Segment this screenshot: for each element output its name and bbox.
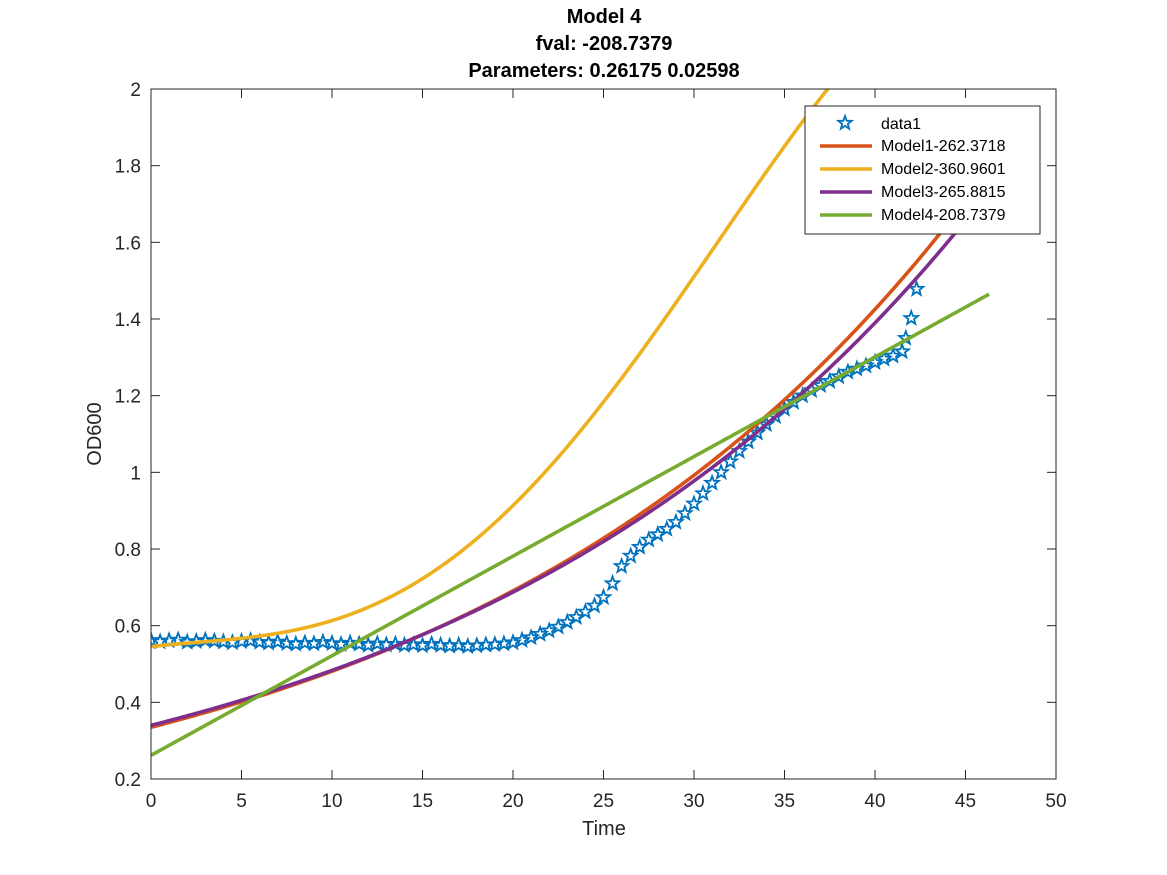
x-tick-label: 45 bbox=[955, 791, 976, 812]
y-tick-label: 1 bbox=[130, 463, 141, 484]
data-point bbox=[449, 635, 468, 654]
title-line-3: Parameters: 0.26175 0.02598 bbox=[468, 60, 739, 82]
x-tick-label: 25 bbox=[593, 791, 614, 812]
x-tick-label: 0 bbox=[146, 791, 157, 812]
legend-label: Model3-265.8815 bbox=[881, 184, 1006, 201]
data-point bbox=[603, 573, 622, 592]
x-axis-label: Time bbox=[582, 818, 626, 840]
data-point bbox=[521, 628, 541, 646]
legend[interactable]: data1 Model1-262.3718 Model2-360.9601 Mo… bbox=[804, 105, 1041, 235]
chart-title: Model 4 fval: -208.7379 Parameters: 0.26… bbox=[468, 6, 739, 82]
data-point bbox=[675, 503, 695, 522]
legend-entry-model1: Model1-262.3718 bbox=[820, 138, 1006, 155]
axes-box bbox=[150, 88, 1057, 780]
x-tick-label: 35 bbox=[774, 791, 795, 812]
data-point bbox=[901, 308, 921, 327]
title-line-2: fval: -208.7379 bbox=[536, 33, 673, 55]
y-tick-label: 1.8 bbox=[115, 157, 141, 178]
y-axis-label: OD600 bbox=[84, 402, 106, 465]
y-tick-labels: 0.2 0.4 0.6 0.8 1 1.2 1.4 1.6 1.8 2 bbox=[115, 80, 142, 791]
y-tick-label: 0.4 bbox=[115, 693, 142, 714]
y-tick-label: 2 bbox=[130, 80, 141, 101]
y-tick-label: 1.4 bbox=[115, 310, 142, 331]
legend-label: Model2-360.9601 bbox=[881, 161, 1006, 178]
data-point bbox=[539, 621, 559, 639]
y-tick-label: 1.6 bbox=[115, 233, 141, 254]
legend-label: Model4-208.7379 bbox=[881, 207, 1006, 224]
data-point bbox=[530, 624, 550, 642]
legend-entries: data1 Model1-262.3718 Model2-360.9601 Mo… bbox=[820, 113, 1006, 224]
data-point bbox=[151, 630, 161, 649]
data-point bbox=[907, 279, 926, 297]
x-tick-label: 50 bbox=[1045, 791, 1066, 812]
data-point bbox=[893, 342, 912, 360]
legend-entry-model2: Model2-360.9601 bbox=[820, 161, 1006, 178]
x-tick-labels: 0 5 10 15 20 25 30 35 40 45 50 bbox=[146, 791, 1067, 812]
data-point bbox=[422, 634, 441, 652]
x-tick-label: 5 bbox=[236, 791, 247, 812]
legend-entry-model4: Model4-208.7379 bbox=[820, 207, 1006, 224]
data-point bbox=[612, 556, 631, 575]
title-line-1: Model 4 bbox=[567, 6, 642, 28]
y-tick-label: 0.8 bbox=[115, 540, 141, 561]
series-line-model3 bbox=[151, 207, 976, 728]
data-point bbox=[693, 483, 713, 502]
data-point bbox=[322, 633, 342, 652]
data-point bbox=[711, 462, 731, 481]
x-tick-label: 30 bbox=[683, 791, 704, 812]
data-point bbox=[883, 346, 903, 364]
legend-star-marker bbox=[835, 113, 855, 131]
legend-entry-data1: data1 bbox=[835, 113, 921, 133]
data-point bbox=[313, 632, 333, 650]
data-point bbox=[684, 494, 704, 512]
data-point bbox=[268, 632, 287, 650]
y-tick-label: 1.2 bbox=[115, 387, 141, 408]
legend-label: data1 bbox=[881, 116, 921, 133]
x-tick-label: 40 bbox=[864, 791, 885, 812]
data-point bbox=[594, 587, 613, 606]
y-tick-label: 0.6 bbox=[115, 617, 141, 638]
legend-entry-model3: Model3-265.8815 bbox=[820, 184, 1006, 201]
legend-label: Model1-262.3718 bbox=[881, 138, 1006, 155]
x-tick-label: 20 bbox=[502, 791, 523, 812]
series-line-model4 bbox=[151, 292, 990, 757]
x-tick-label: 15 bbox=[412, 791, 433, 812]
data-point bbox=[368, 634, 387, 652]
y-tick-label: 0.2 bbox=[115, 770, 141, 791]
x-tick-label: 10 bbox=[321, 791, 342, 812]
data-point bbox=[702, 473, 722, 491]
